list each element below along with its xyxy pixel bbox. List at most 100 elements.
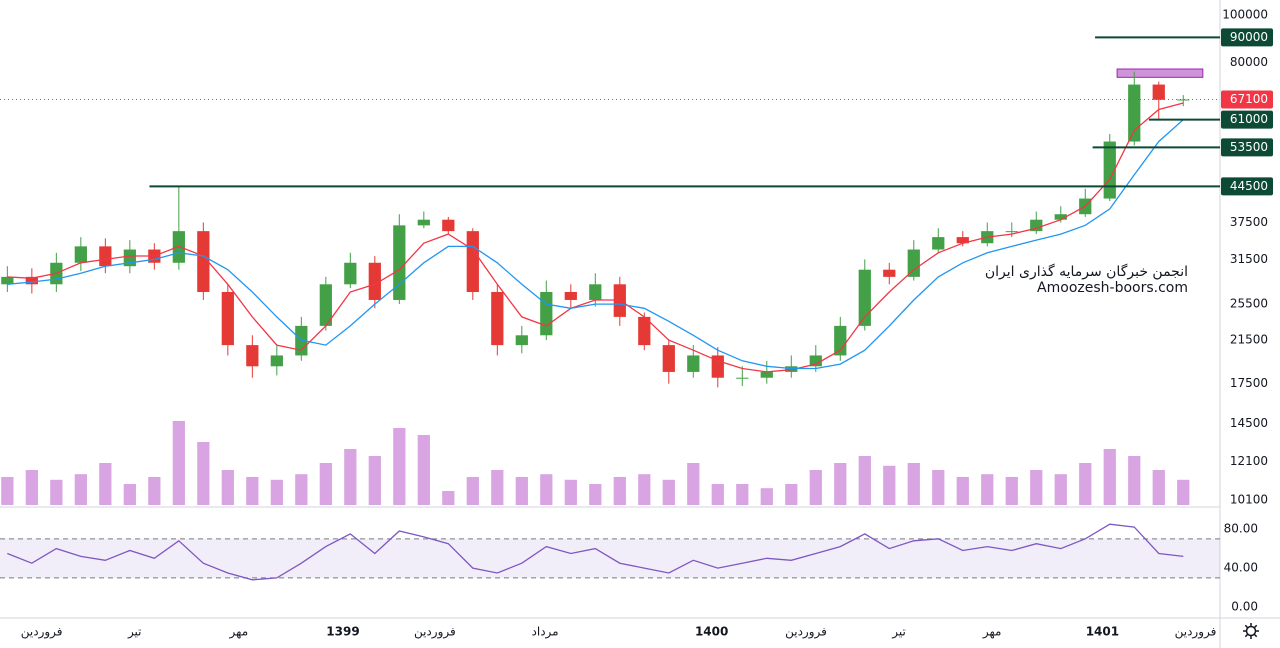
volume-bar xyxy=(638,474,651,505)
x-tick-label: 1400 xyxy=(695,625,728,639)
y-tick-label: 14500 xyxy=(1230,416,1268,430)
volume-bar xyxy=(1177,479,1190,505)
volume-bar xyxy=(466,477,479,505)
volume-bar xyxy=(809,470,822,505)
volume-bar xyxy=(1152,470,1165,505)
x-tick-label: تیر xyxy=(127,625,142,640)
volume-bar xyxy=(981,474,994,505)
candle-body xyxy=(270,355,283,367)
candle-body xyxy=(1177,99,1190,101)
volume-bar xyxy=(932,470,945,505)
x-tick-label: تیر xyxy=(891,625,906,640)
volume-bar xyxy=(1054,474,1067,505)
volume-bar xyxy=(1,477,14,505)
candle-body xyxy=(417,219,430,226)
candle-body xyxy=(25,276,38,285)
rsi-band xyxy=(0,538,1220,578)
y-tick-label: 0.00 xyxy=(1231,600,1258,614)
candle-body xyxy=(221,291,234,346)
candle-body xyxy=(662,345,675,372)
candle-body xyxy=(393,225,406,300)
volume-bar xyxy=(711,484,724,505)
volume-bar xyxy=(50,479,63,505)
y-tick-label: 80.00 xyxy=(1224,522,1258,536)
x-tick-label: فروردین xyxy=(1175,625,1217,640)
volume-bar xyxy=(956,477,969,505)
y-tick-label: 80000 xyxy=(1230,55,1268,69)
volume-bar xyxy=(1103,449,1116,505)
level-label: 61000 xyxy=(1230,112,1268,126)
level-badge xyxy=(1221,28,1273,47)
x-tick-label: 1401 xyxy=(1086,625,1119,639)
volume-bar xyxy=(736,484,749,505)
last-price-badge xyxy=(1221,90,1273,109)
y-tick-label: 21500 xyxy=(1230,333,1268,347)
volume-bar xyxy=(1128,456,1141,505)
rsi-line xyxy=(7,523,1184,581)
candle-body xyxy=(99,246,112,267)
candle-body xyxy=(442,219,455,232)
x-tick-label: مهر xyxy=(982,625,1002,640)
candle-body xyxy=(858,269,871,326)
candle-body xyxy=(1,276,14,285)
candle-body xyxy=(883,269,896,277)
volume-bar xyxy=(417,435,430,505)
watermark: Amoozesh-boors.com xyxy=(1037,280,1188,296)
volume-bar xyxy=(540,474,553,505)
y-tick-label: 40.00 xyxy=(1224,561,1258,575)
candle-body xyxy=(589,284,602,300)
volume-bar xyxy=(221,470,234,505)
volume-bar xyxy=(344,449,357,505)
level-label: 90000 xyxy=(1230,30,1268,44)
candle-body xyxy=(515,335,528,346)
volume-bar xyxy=(687,463,700,505)
volume-bar xyxy=(1030,470,1043,505)
volume-bar xyxy=(834,463,847,505)
x-tick-label: 1399 xyxy=(326,625,359,639)
volume-bar xyxy=(564,479,577,505)
volume-bar xyxy=(368,456,381,505)
volume-bar xyxy=(662,479,675,505)
volume-bar xyxy=(172,421,185,505)
candle-body xyxy=(1030,219,1043,232)
candle-body xyxy=(1103,141,1116,199)
candle-body xyxy=(368,262,381,300)
resistance-zone xyxy=(1116,68,1204,78)
volume-bar xyxy=(295,474,308,505)
candle-body xyxy=(932,237,945,250)
last-price-label: 67100 xyxy=(1230,92,1268,106)
candle-body xyxy=(564,291,577,300)
x-tick-label: فروردین xyxy=(414,625,456,640)
watermark: انجمن خبرگان سرمایه گذاری ایران xyxy=(985,263,1188,280)
candle-body xyxy=(834,325,847,356)
volume-bar xyxy=(785,484,798,505)
candle-body xyxy=(1054,214,1067,220)
y-tick-label: 37500 xyxy=(1230,215,1268,229)
candle-body xyxy=(540,291,553,336)
y-tick-label: 12100 xyxy=(1230,454,1268,468)
volume-bar xyxy=(393,428,406,505)
candle-body xyxy=(809,355,822,367)
candle-body xyxy=(711,355,724,378)
volume-bar xyxy=(858,456,871,505)
volume-bar xyxy=(197,442,210,505)
volume-bar xyxy=(760,488,773,505)
volume-bar xyxy=(515,477,528,505)
candle-body xyxy=(344,262,357,285)
candle-body xyxy=(1152,84,1165,100)
volume-bar xyxy=(246,477,259,505)
candle-body xyxy=(246,345,259,367)
y-tick-label: 25500 xyxy=(1230,297,1268,311)
volume-bar xyxy=(74,474,87,505)
level-label: 53500 xyxy=(1230,140,1268,154)
volume-bar xyxy=(25,470,38,505)
volume-bar xyxy=(883,465,896,505)
settings-icon[interactable] xyxy=(1243,623,1259,639)
candle-body xyxy=(466,231,479,292)
x-tick-label: فروردین xyxy=(785,625,827,640)
level-label: 44500 xyxy=(1230,179,1268,193)
volume-bar xyxy=(148,477,161,505)
level-badge xyxy=(1221,110,1273,129)
